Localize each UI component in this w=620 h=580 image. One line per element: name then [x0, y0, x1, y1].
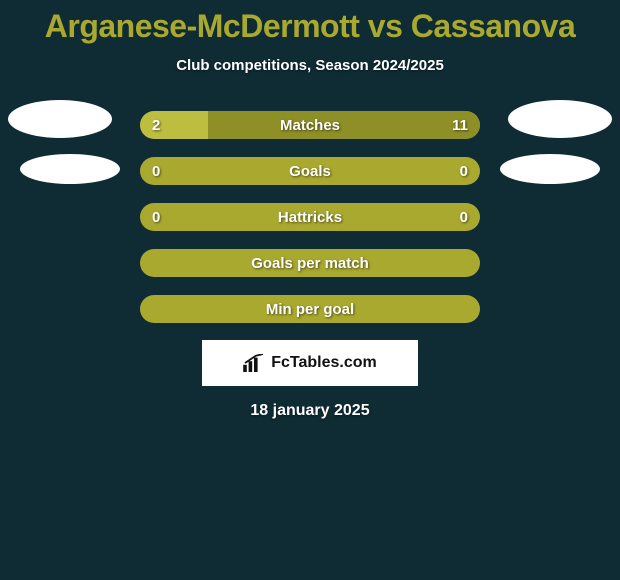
player-left-avatar-2: [20, 154, 120, 184]
bar-fill-right: [208, 111, 480, 139]
comparison-block: 2 Matches 11 0 Goals 0 0 Hattricks 0: [0, 102, 620, 332]
comparison-card: Arganese-McDermott vs Cassanova Club com…: [0, 0, 620, 580]
stat-value-left: 0: [152, 209, 160, 226]
stat-bar-goals: 0 Goals 0: [140, 157, 480, 185]
stat-value-left: 2: [152, 117, 160, 134]
stat-bar-min-per-goal: Min per goal: [140, 295, 480, 323]
stat-bar-hattricks: 0 Hattricks 0: [140, 203, 480, 231]
player-right-avatar-2: [500, 154, 600, 184]
stat-bar-goals-per-match: Goals per match: [140, 249, 480, 277]
player-left-avatar-1: [8, 100, 112, 138]
stat-label: Goals per match: [251, 255, 369, 272]
branding-text: FcTables.com: [271, 354, 377, 372]
stat-label: Min per goal: [266, 301, 354, 318]
stat-value-right: 0: [460, 163, 468, 180]
stat-row: Goals per match: [0, 240, 620, 286]
stat-row: 0 Hattricks 0: [0, 194, 620, 240]
stat-row: Min per goal: [0, 286, 620, 332]
stat-label: Matches: [280, 117, 340, 134]
stat-bar-matches: 2 Matches 11: [140, 111, 480, 139]
player-right-avatar-1: [508, 100, 612, 138]
stat-label: Hattricks: [278, 209, 342, 226]
branding-box: FcTables.com: [202, 340, 418, 386]
stat-label: Goals: [289, 163, 331, 180]
chart-icon: [243, 354, 265, 372]
stat-value-right: 11: [452, 117, 468, 134]
stat-value-left: 0: [152, 163, 160, 180]
page-title: Arganese-McDermott vs Cassanova: [0, 0, 620, 45]
footer-date: 18 january 2025: [0, 402, 620, 420]
bar-fill-left: [140, 111, 208, 139]
stat-value-right: 0: [460, 209, 468, 226]
subtitle: Club competitions, Season 2024/2025: [0, 57, 620, 74]
